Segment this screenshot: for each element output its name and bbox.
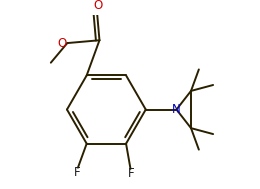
- Text: O: O: [93, 0, 102, 12]
- Text: N: N: [172, 103, 181, 116]
- Text: F: F: [128, 167, 135, 180]
- Text: F: F: [74, 166, 80, 179]
- Text: O: O: [57, 36, 67, 50]
